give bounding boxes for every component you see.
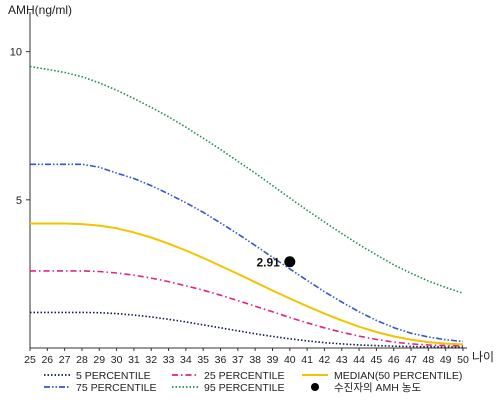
series-line-median-50-percentile: [30, 222, 464, 346]
x-tick-label: 49: [440, 354, 452, 366]
axes: 5 10 25 26 27 28 29 30 31 32 33 34 35 36 37 38 39 40 41 42 4…: [10, 12, 469, 366]
x-tick-label: 43: [336, 354, 348, 366]
y-axis-label: AMH(ng/ml): [8, 3, 72, 17]
legend-label-amh: 수진자의 AMH 농도: [334, 382, 421, 394]
points-layer: 2.91: [256, 255, 296, 269]
legend-label-median-50-percentile: MEDIAN(50 PERCENTILE): [334, 370, 462, 382]
x-tick-label: 47: [405, 354, 417, 366]
patient-amh-point: [284, 256, 296, 268]
x-tick-label: 27: [59, 354, 71, 366]
y-tick-label: 10: [10, 47, 22, 59]
x-tick-label: 30: [111, 354, 123, 366]
x-tick-label: 25: [24, 354, 36, 366]
x-tick-label: 32: [145, 354, 157, 366]
legend-label-25-percentile: 25 PERCENTILE: [204, 370, 285, 382]
x-axis-label: 나이: [472, 350, 494, 364]
x-tick-label: 45: [371, 354, 383, 366]
x-tick-label: 28: [76, 354, 88, 366]
x-tick-label: 38: [249, 354, 261, 366]
x-tick-label: 33: [163, 354, 175, 366]
legend-label-75-percentile: 75 PERCENTILE: [76, 382, 157, 394]
x-tick-label: 40: [284, 354, 296, 366]
x-tick-label: 46: [388, 354, 400, 366]
series-line-75-percentile: [30, 163, 464, 343]
series-layer: [29, 65, 464, 348]
legend-label-95-percentile: 95 PERCENTILE: [204, 382, 285, 394]
x-tick-label: 35: [197, 354, 209, 366]
legend-label-5-percentile: 5 PERCENTILE: [76, 370, 151, 382]
x-tick-label: 48: [423, 354, 435, 366]
legend-swatch-patient-amh: [311, 383, 319, 391]
x-tick-label: 36: [215, 354, 227, 366]
series-line-25-percentile: [30, 270, 464, 347]
x-tick-label: 37: [232, 354, 244, 366]
x-tick-label: 44: [353, 354, 365, 366]
series-line-5-percentile: [30, 311, 463, 348]
x-tick-label: 31: [128, 354, 140, 366]
y-tick-label: 5: [16, 195, 22, 207]
x-tick-label: 42: [319, 354, 331, 366]
x-tick-label: 34: [180, 354, 192, 366]
legend: 5 PERCENTILE 25 PERCENTILE MEDIAN(50 PERCE…: [44, 370, 462, 394]
x-tick-label: 26: [41, 354, 53, 366]
series-line-95-percentile: [29, 65, 464, 294]
x-tick-label: 29: [93, 354, 105, 366]
patient-amh-value-label: 2.91: [256, 255, 280, 269]
x-tick-label: 50: [457, 354, 469, 366]
x-tick-label: 41: [301, 354, 313, 366]
x-tick-label: 39: [267, 354, 279, 366]
